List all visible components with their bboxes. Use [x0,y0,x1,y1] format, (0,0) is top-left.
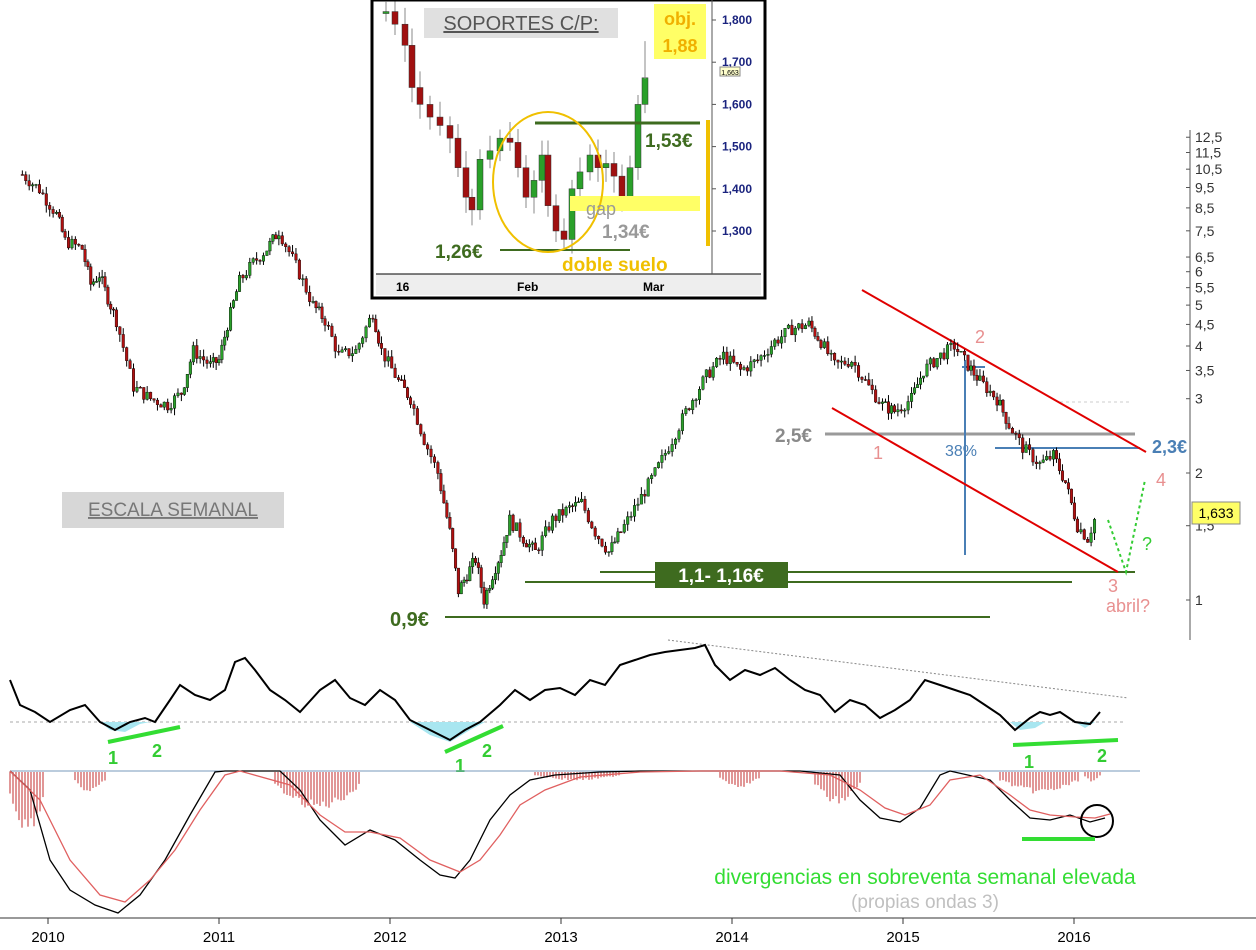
inset-title: SOPORTES C/P: [443,13,598,35]
div-num-1c: 1 [1024,752,1034,772]
macd-line [9,770,1106,914]
price-axis: 12,511,510,59,58,57,56,565,554,543,5321,… [1186,129,1222,640]
y-tick-label: 5 [1195,297,1203,313]
divergence-line-a [107,725,181,744]
support-band-box [655,562,788,588]
inset-title-box [424,8,618,38]
inset-chart: SOPORTES C/P: obj. 1,88 1,53€ gap 1,34€ … [370,0,767,300]
y-tick-label: 11,5 [1195,145,1221,161]
label-fib: 38% [945,443,977,460]
x-tick-label: 2016 [1057,929,1090,946]
scale-label: ESCALA SEMANAL [88,500,258,521]
inset-y-tick: 1,400 [722,182,752,196]
y-tick-label: 3 [1195,391,1203,407]
divergence-line-b [444,724,504,754]
div-num-2c: 2 [1097,746,1107,766]
divergence-subtext: (propias ondas 3) [851,892,999,913]
inset-target-value: 1,88 [662,36,697,56]
inset-sup-126-label: 1,26€ [435,242,483,263]
last-price-text: 1,633 [1198,505,1233,521]
div-num-2a: 2 [152,741,162,761]
inset-gap-box [570,196,700,211]
inset-y-tick: 1,800 [722,13,752,27]
y-tick-label: 8,5 [1195,200,1215,216]
y-tick-label: 12,5 [1195,129,1222,145]
y-tick-label: 10,5 [1195,161,1222,177]
y-tick-label: 9,5 [1195,180,1215,196]
inset-pattern-label: doble suelo [562,255,668,276]
inset-y-tick: 1,700 [722,55,752,69]
inset-x-feb: Feb [517,280,538,294]
wave-label-1: 1 [873,443,883,463]
y-tick-label: 4 [1195,338,1203,354]
div-num-1a: 1 [108,748,118,768]
label-level-23: 2,3€ [1152,437,1187,457]
last-price-tag [1191,501,1241,525]
label-support-09: 0,9€ [390,609,429,631]
y-tick-label: 1 [1195,592,1203,608]
x-tick-label: 2014 [715,929,748,946]
inset-res-label: 1,53€ [645,131,693,152]
time-axis: 2010 2011 2012 2013 2014 2015 2016 [0,917,1256,946]
inset-double-bottom-ellipse [492,111,604,253]
divergence-text: divergencias en sobreventa semanal eleva… [714,866,1136,889]
wave-label-4: 4 [1156,470,1166,490]
inset-x-mar: Mar [643,280,665,294]
y-tick-label: 5,5 [1195,280,1215,296]
oscillator-line [9,643,1101,742]
divergence-line-c [1012,738,1119,747]
y-tick-label: 2 [1195,465,1203,481]
wave-label-2: 2 [975,327,985,347]
y-tick-label: 7,5 [1195,223,1215,239]
inset-last-tag-text: 1,663 [721,70,739,77]
inset-y-tick: 1,600 [722,97,752,111]
projection-path [1107,479,1146,576]
macd-panel: divergencias en sobreventa semanal eleva… [9,770,1140,914]
label-abril: abril? [1106,596,1150,616]
wave-label-3: 3 [1108,576,1118,596]
x-tick-label: 2013 [544,929,577,946]
y-tick-label: 3,5 [1195,362,1215,378]
label-support-band: 1,1- 1,16€ [678,566,764,587]
div-num-2b: 2 [482,741,492,761]
inset-x-16: 16 [396,280,410,294]
channel-lower [831,407,1119,573]
div-num-1b: 1 [455,756,465,776]
inset-sup-134-label: 1,34€ [602,222,650,243]
inset-y-tick: 1,300 [722,224,752,238]
scale-label-box [62,492,284,528]
oscillator-panel: 1 2 1 2 1 2 [9,639,1129,776]
inset-gap-label: gap [586,199,616,219]
macd-circle [1080,804,1114,838]
y-tick-label: 6,5 [1195,249,1215,265]
x-tick-label: 2010 [31,929,64,946]
inset-target-box [654,4,706,59]
y-tick-label: 6 [1195,264,1203,280]
inset-y-tick: 1,500 [722,140,752,154]
label-question: ? [1142,534,1152,554]
oversold-fill-b [410,722,485,742]
channel-upper [861,289,1147,453]
inset-last-tag [719,66,741,77]
label-level-25: 2,5€ [775,426,812,447]
inset-target-label: obj. [664,9,696,29]
price-candles [20,170,1097,609]
x-tick-label: 2011 [203,929,235,946]
y-tick-label: 4,5 [1195,316,1215,332]
x-tick-label: 2015 [886,929,919,946]
x-tick-label: 2012 [373,929,406,946]
signal-line [9,770,1111,903]
